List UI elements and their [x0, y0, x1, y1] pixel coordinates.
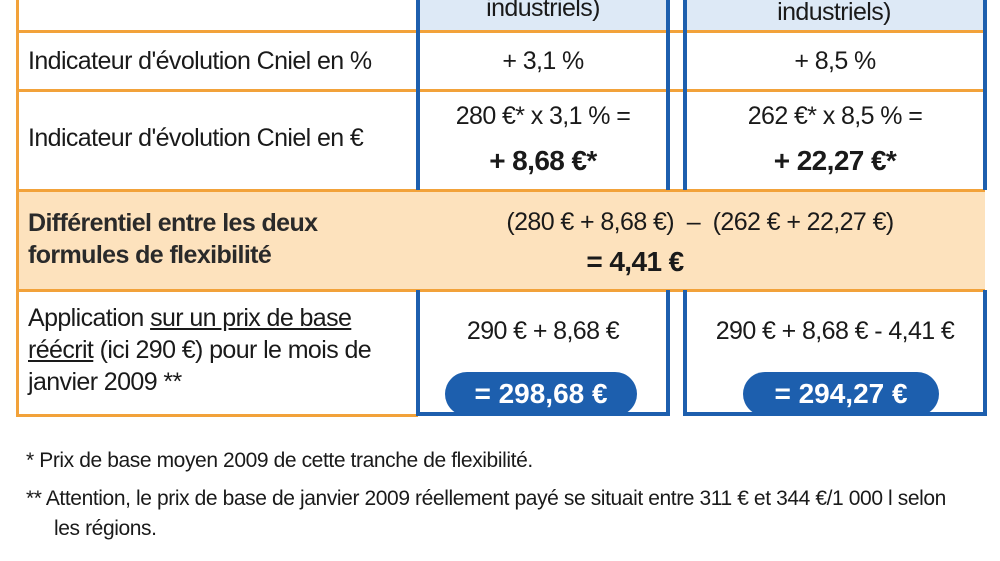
header-bg	[683, 0, 985, 30]
cell: 290 € + 8,68 € - 4,41 €	[715, 317, 955, 345]
text: (ici 290 €) pour le mois de janvier 2009…	[28, 336, 372, 396]
text: sur un prix de base réécrit	[28, 304, 352, 364]
col-border	[983, 0, 987, 190]
col-border	[683, 0, 687, 190]
rule	[18, 289, 985, 292]
cell: (280 € + 8,68 €) – (262 € + 22,27 €)	[506, 208, 894, 236]
cell: = 4,41 €	[586, 246, 684, 277]
rule	[18, 414, 418, 417]
highlight-row	[18, 190, 985, 290]
row-label: Indicateur d'évolution Cniel en €	[28, 124, 364, 152]
cell: 290 € + 8,68 €	[466, 317, 620, 345]
rule	[18, 89, 985, 92]
cell: 280 €* x 3,1 % =	[455, 102, 631, 130]
cell: + 3,1 %	[502, 47, 584, 75]
footnote: ** Attention, le prix de base de janvier…	[26, 487, 946, 540]
result-pill: = 294,27 €	[743, 372, 939, 416]
col-border	[983, 290, 987, 416]
rule	[18, 189, 985, 192]
result-pill: = 298,68 €	[445, 372, 637, 416]
header-bg	[418, 0, 668, 30]
rule	[18, 30, 985, 33]
col-border	[666, 290, 670, 416]
header: industriels)	[777, 0, 891, 26]
cell: + 22,27 €*	[773, 145, 897, 176]
rule	[16, 0, 19, 417]
col-border	[666, 0, 670, 190]
row-label: Application sur un prix de base réécrit …	[28, 302, 408, 398]
row-label: Indicateur d'évolution Cniel en %	[28, 47, 372, 75]
row-label: Différentiel entre les deux formules de …	[28, 209, 318, 269]
col-border	[416, 0, 420, 190]
cell: + 8,5 %	[794, 47, 876, 75]
header: industriels)	[486, 0, 600, 22]
col-border	[683, 290, 687, 416]
text: Application	[28, 304, 151, 332]
col-border	[416, 290, 420, 416]
cell: 262 €* x 8,5 % =	[747, 102, 923, 130]
cell: + 8,68 €*	[489, 145, 597, 176]
footnote: * Prix de base moyen 2009 de cette tranc…	[26, 449, 533, 472]
